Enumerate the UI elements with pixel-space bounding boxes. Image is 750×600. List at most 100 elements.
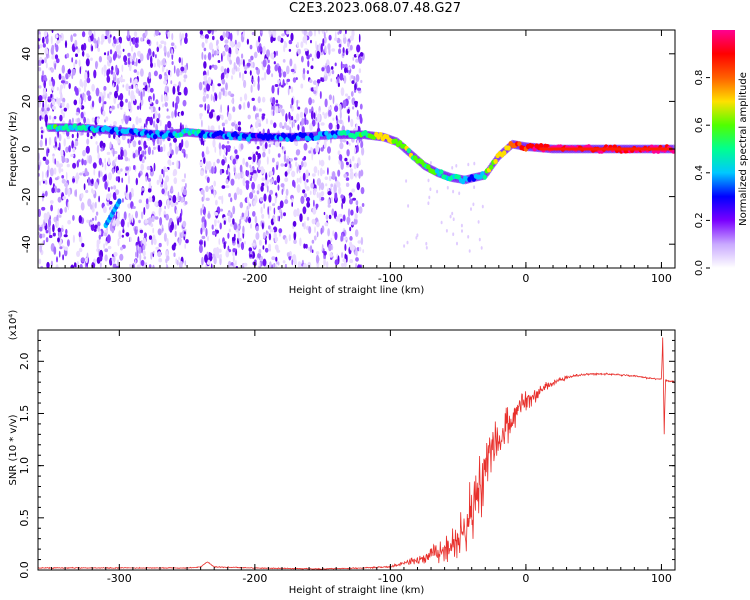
noise-cell	[60, 32, 64, 42]
noise-cell	[330, 66, 334, 70]
noise-cell	[106, 151, 111, 155]
noise-cell	[79, 263, 83, 268]
noise-cell	[151, 215, 155, 223]
noise-cell	[282, 79, 285, 88]
noise-cell	[251, 79, 254, 83]
noise-cell	[48, 79, 53, 87]
noise-cell	[246, 38, 249, 45]
noise-cell	[49, 167, 54, 177]
noise-cell	[153, 113, 155, 120]
noise-cell	[345, 177, 350, 182]
noise-cell	[222, 87, 225, 96]
noise-cell	[303, 156, 307, 161]
noise-cell	[85, 145, 90, 154]
noise-cell	[214, 93, 218, 102]
noise-cell	[103, 243, 106, 249]
noise-cell	[212, 35, 215, 41]
noise-cell	[289, 158, 293, 162]
noise-cell	[129, 117, 132, 122]
noise-cell	[46, 261, 50, 268]
noise-cell	[163, 80, 168, 85]
noise-cell	[172, 85, 176, 95]
noise-cell	[358, 56, 363, 64]
noise-cell	[140, 37, 144, 42]
noise-cell	[313, 199, 315, 208]
noise-cell	[170, 80, 173, 85]
noise-cell	[77, 159, 81, 163]
noise-cell	[350, 118, 354, 128]
noise-cell	[165, 213, 170, 221]
noise-cell	[310, 110, 314, 120]
noise-cell	[347, 115, 350, 123]
noise-cell	[338, 154, 343, 161]
noise-cell	[296, 99, 299, 109]
noise-cell	[252, 153, 256, 163]
noise-cell	[38, 208, 41, 218]
noise-cell	[325, 30, 328, 34]
noise-cell	[258, 158, 261, 165]
noise-cell	[271, 256, 276, 261]
noise-cell	[247, 101, 250, 109]
noise-cell	[354, 101, 358, 108]
noise-cell	[97, 221, 101, 227]
noise-cell	[109, 192, 112, 199]
noise-cell	[319, 167, 323, 177]
noise-cell	[168, 195, 173, 199]
noise-cell	[43, 30, 48, 37]
noise-cell	[215, 199, 218, 206]
noise-cell	[163, 214, 167, 218]
noise-cell	[220, 114, 224, 121]
noise-cell	[107, 187, 110, 192]
noise-cell	[345, 48, 349, 56]
ridge-cell	[502, 150, 507, 156]
noise-cell	[221, 122, 225, 127]
noise-cell	[291, 121, 294, 129]
noise-cell	[322, 111, 325, 116]
noise-cell	[151, 238, 154, 246]
noise-cell	[183, 231, 186, 235]
colorbar-bar	[712, 30, 735, 268]
noise-cell	[71, 140, 74, 149]
noise-cell	[232, 97, 235, 105]
noise-cell	[334, 37, 338, 41]
noise-cell	[150, 252, 153, 260]
noise-cell	[86, 90, 91, 96]
noise-cell	[344, 63, 348, 69]
noise-cell	[318, 192, 322, 201]
noise-cell	[313, 112, 316, 120]
noise-cell	[127, 30, 130, 39]
noise-cell	[335, 115, 338, 121]
noise-cell	[356, 109, 359, 118]
noise-cell	[153, 70, 158, 77]
noise-cell	[159, 217, 163, 226]
noise-cell	[102, 232, 108, 236]
noise-cell	[98, 157, 103, 166]
noise-cell	[407, 204, 410, 208]
noise-cell	[233, 62, 236, 70]
noise-cell	[238, 237, 242, 242]
noise-cell	[345, 182, 350, 187]
noise-cell	[281, 33, 286, 37]
noise-cell	[275, 99, 279, 104]
noise-cell	[280, 163, 285, 167]
noise-cell	[452, 189, 455, 194]
noise-cell	[74, 262, 77, 268]
y-tick-label: 2.0	[18, 353, 31, 371]
noise-cell	[279, 122, 283, 129]
x-tick-label: -300	[107, 272, 132, 285]
noise-cell	[93, 228, 97, 232]
noise-cell	[127, 175, 131, 185]
noise-cell	[293, 157, 298, 161]
noise-cell	[98, 170, 101, 178]
noise-cell	[93, 38, 97, 44]
noise-cell	[331, 48, 336, 52]
noise-cell	[39, 115, 42, 121]
noise-cell	[171, 149, 174, 156]
noise-cell	[277, 153, 281, 158]
noise-cell	[266, 179, 269, 185]
noise-cell	[136, 71, 140, 76]
noise-cell	[267, 59, 270, 64]
noise-cell	[285, 113, 288, 122]
noise-cell	[44, 77, 48, 82]
noise-cell	[228, 53, 231, 58]
